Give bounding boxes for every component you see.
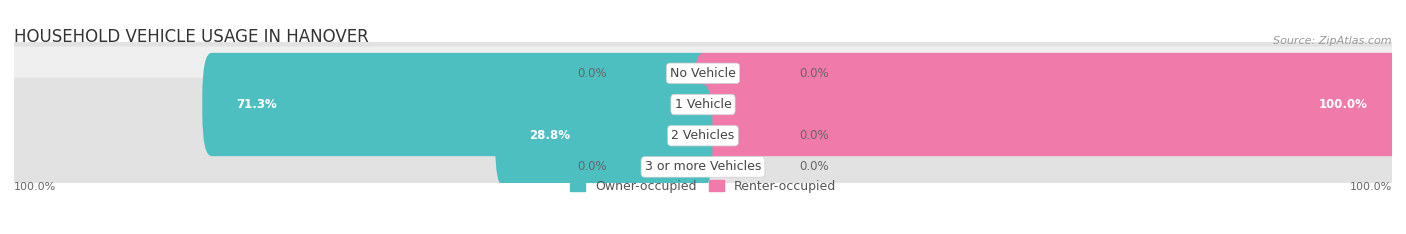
Text: No Vehicle: No Vehicle xyxy=(671,67,735,80)
FancyBboxPatch shape xyxy=(0,0,1406,163)
Text: Source: ZipAtlas.com: Source: ZipAtlas.com xyxy=(1274,36,1392,46)
Text: 2 Vehicles: 2 Vehicles xyxy=(672,129,734,142)
Text: 100.0%: 100.0% xyxy=(1350,182,1392,192)
Text: HOUSEHOLD VEHICLE USAGE IN HANOVER: HOUSEHOLD VEHICLE USAGE IN HANOVER xyxy=(14,28,368,46)
Text: 100.0%: 100.0% xyxy=(14,182,56,192)
Text: 28.8%: 28.8% xyxy=(529,129,569,142)
FancyBboxPatch shape xyxy=(202,53,713,156)
Legend: Owner-occupied, Renter-occupied: Owner-occupied, Renter-occupied xyxy=(569,180,837,193)
Text: 0.0%: 0.0% xyxy=(576,67,606,80)
Text: 0.0%: 0.0% xyxy=(800,129,830,142)
Text: 3 or more Vehicles: 3 or more Vehicles xyxy=(645,161,761,173)
FancyBboxPatch shape xyxy=(0,15,1406,194)
FancyBboxPatch shape xyxy=(0,47,1406,225)
Text: 0.0%: 0.0% xyxy=(800,161,830,173)
FancyBboxPatch shape xyxy=(0,78,1406,234)
Text: 1 Vehicle: 1 Vehicle xyxy=(675,98,731,111)
Text: 0.0%: 0.0% xyxy=(576,161,606,173)
Text: 71.3%: 71.3% xyxy=(236,98,277,111)
Text: 0.0%: 0.0% xyxy=(800,67,830,80)
FancyBboxPatch shape xyxy=(693,53,1402,156)
FancyBboxPatch shape xyxy=(495,84,713,187)
Text: 100.0%: 100.0% xyxy=(1319,98,1368,111)
